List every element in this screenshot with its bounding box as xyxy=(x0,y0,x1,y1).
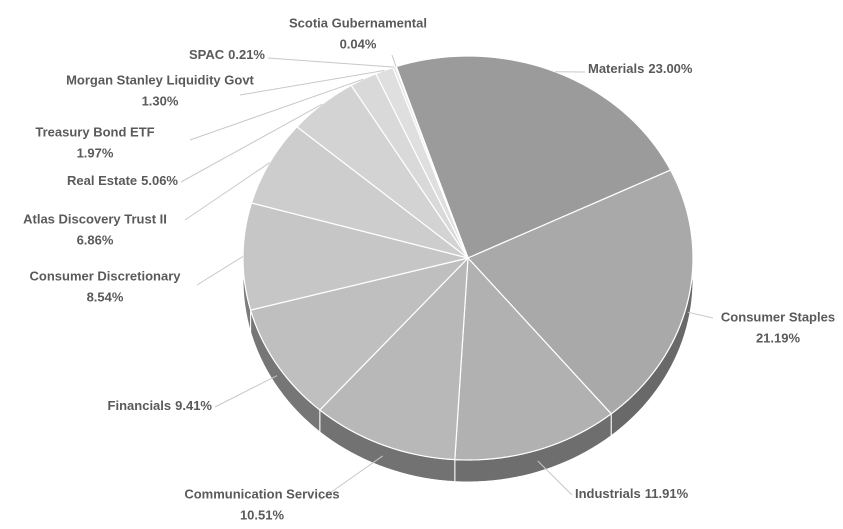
leader-line xyxy=(319,455,383,501)
slice-label: Consumer Discretionary xyxy=(30,268,182,283)
leader-line xyxy=(239,70,385,96)
leader-line xyxy=(184,162,270,221)
slice-label: Financials 9.41% xyxy=(108,398,213,413)
slice-label: Morgan Stanley Liquidity Govt xyxy=(66,72,254,87)
slice-value: 1.30% xyxy=(142,93,179,108)
slice-value: 10.51% xyxy=(240,507,285,522)
slice-label: Treasury Bond ETF xyxy=(35,124,154,139)
slice-value: 11.91% xyxy=(645,486,689,501)
slice-name: SPAC xyxy=(189,47,225,62)
slice-value: 21.19% xyxy=(756,330,801,345)
leader-line xyxy=(391,54,397,67)
slice xyxy=(318,256,469,461)
slice-label: Scotia Gubernamental xyxy=(289,15,427,30)
leader-line xyxy=(687,311,714,319)
slice-value: 5.06% xyxy=(141,173,178,188)
slice-name: Real Estate xyxy=(67,173,137,188)
slice-label: SPAC 0.21% xyxy=(189,47,265,62)
slice-label: Consumer Staples xyxy=(721,309,835,324)
leader-line xyxy=(214,375,278,408)
leader-line xyxy=(537,460,573,496)
slice-value: 9.41% xyxy=(175,398,212,413)
slice-label: Industrials 11.91% xyxy=(575,486,689,501)
slice-value: 0.21% xyxy=(228,47,265,62)
slice-value: 8.54% xyxy=(87,289,124,304)
slice xyxy=(466,169,694,415)
slice-label: Communication Services xyxy=(184,486,339,501)
leader-line xyxy=(180,103,323,183)
slice-value: 23.00% xyxy=(648,61,693,76)
leader-line xyxy=(267,57,395,68)
slice-name: Financials xyxy=(108,398,172,413)
slice-label: Real Estate 5.06% xyxy=(67,173,178,188)
slice-name: Materials xyxy=(588,61,644,76)
slice xyxy=(242,202,469,311)
slice-value: 6.86% xyxy=(77,232,114,247)
leader-line xyxy=(189,78,364,141)
slice xyxy=(249,256,470,411)
slice-name: Industrials xyxy=(575,486,641,501)
slice xyxy=(454,256,613,461)
slice-label: Materials 23.00% xyxy=(588,61,693,76)
slice xyxy=(250,125,469,259)
slice-value: 0.04% xyxy=(340,36,377,51)
slice-label: Atlas Discovery Trust II xyxy=(23,211,167,226)
leader-line xyxy=(196,256,244,286)
slice xyxy=(395,55,672,259)
slice-value: 1.97% xyxy=(77,145,114,160)
